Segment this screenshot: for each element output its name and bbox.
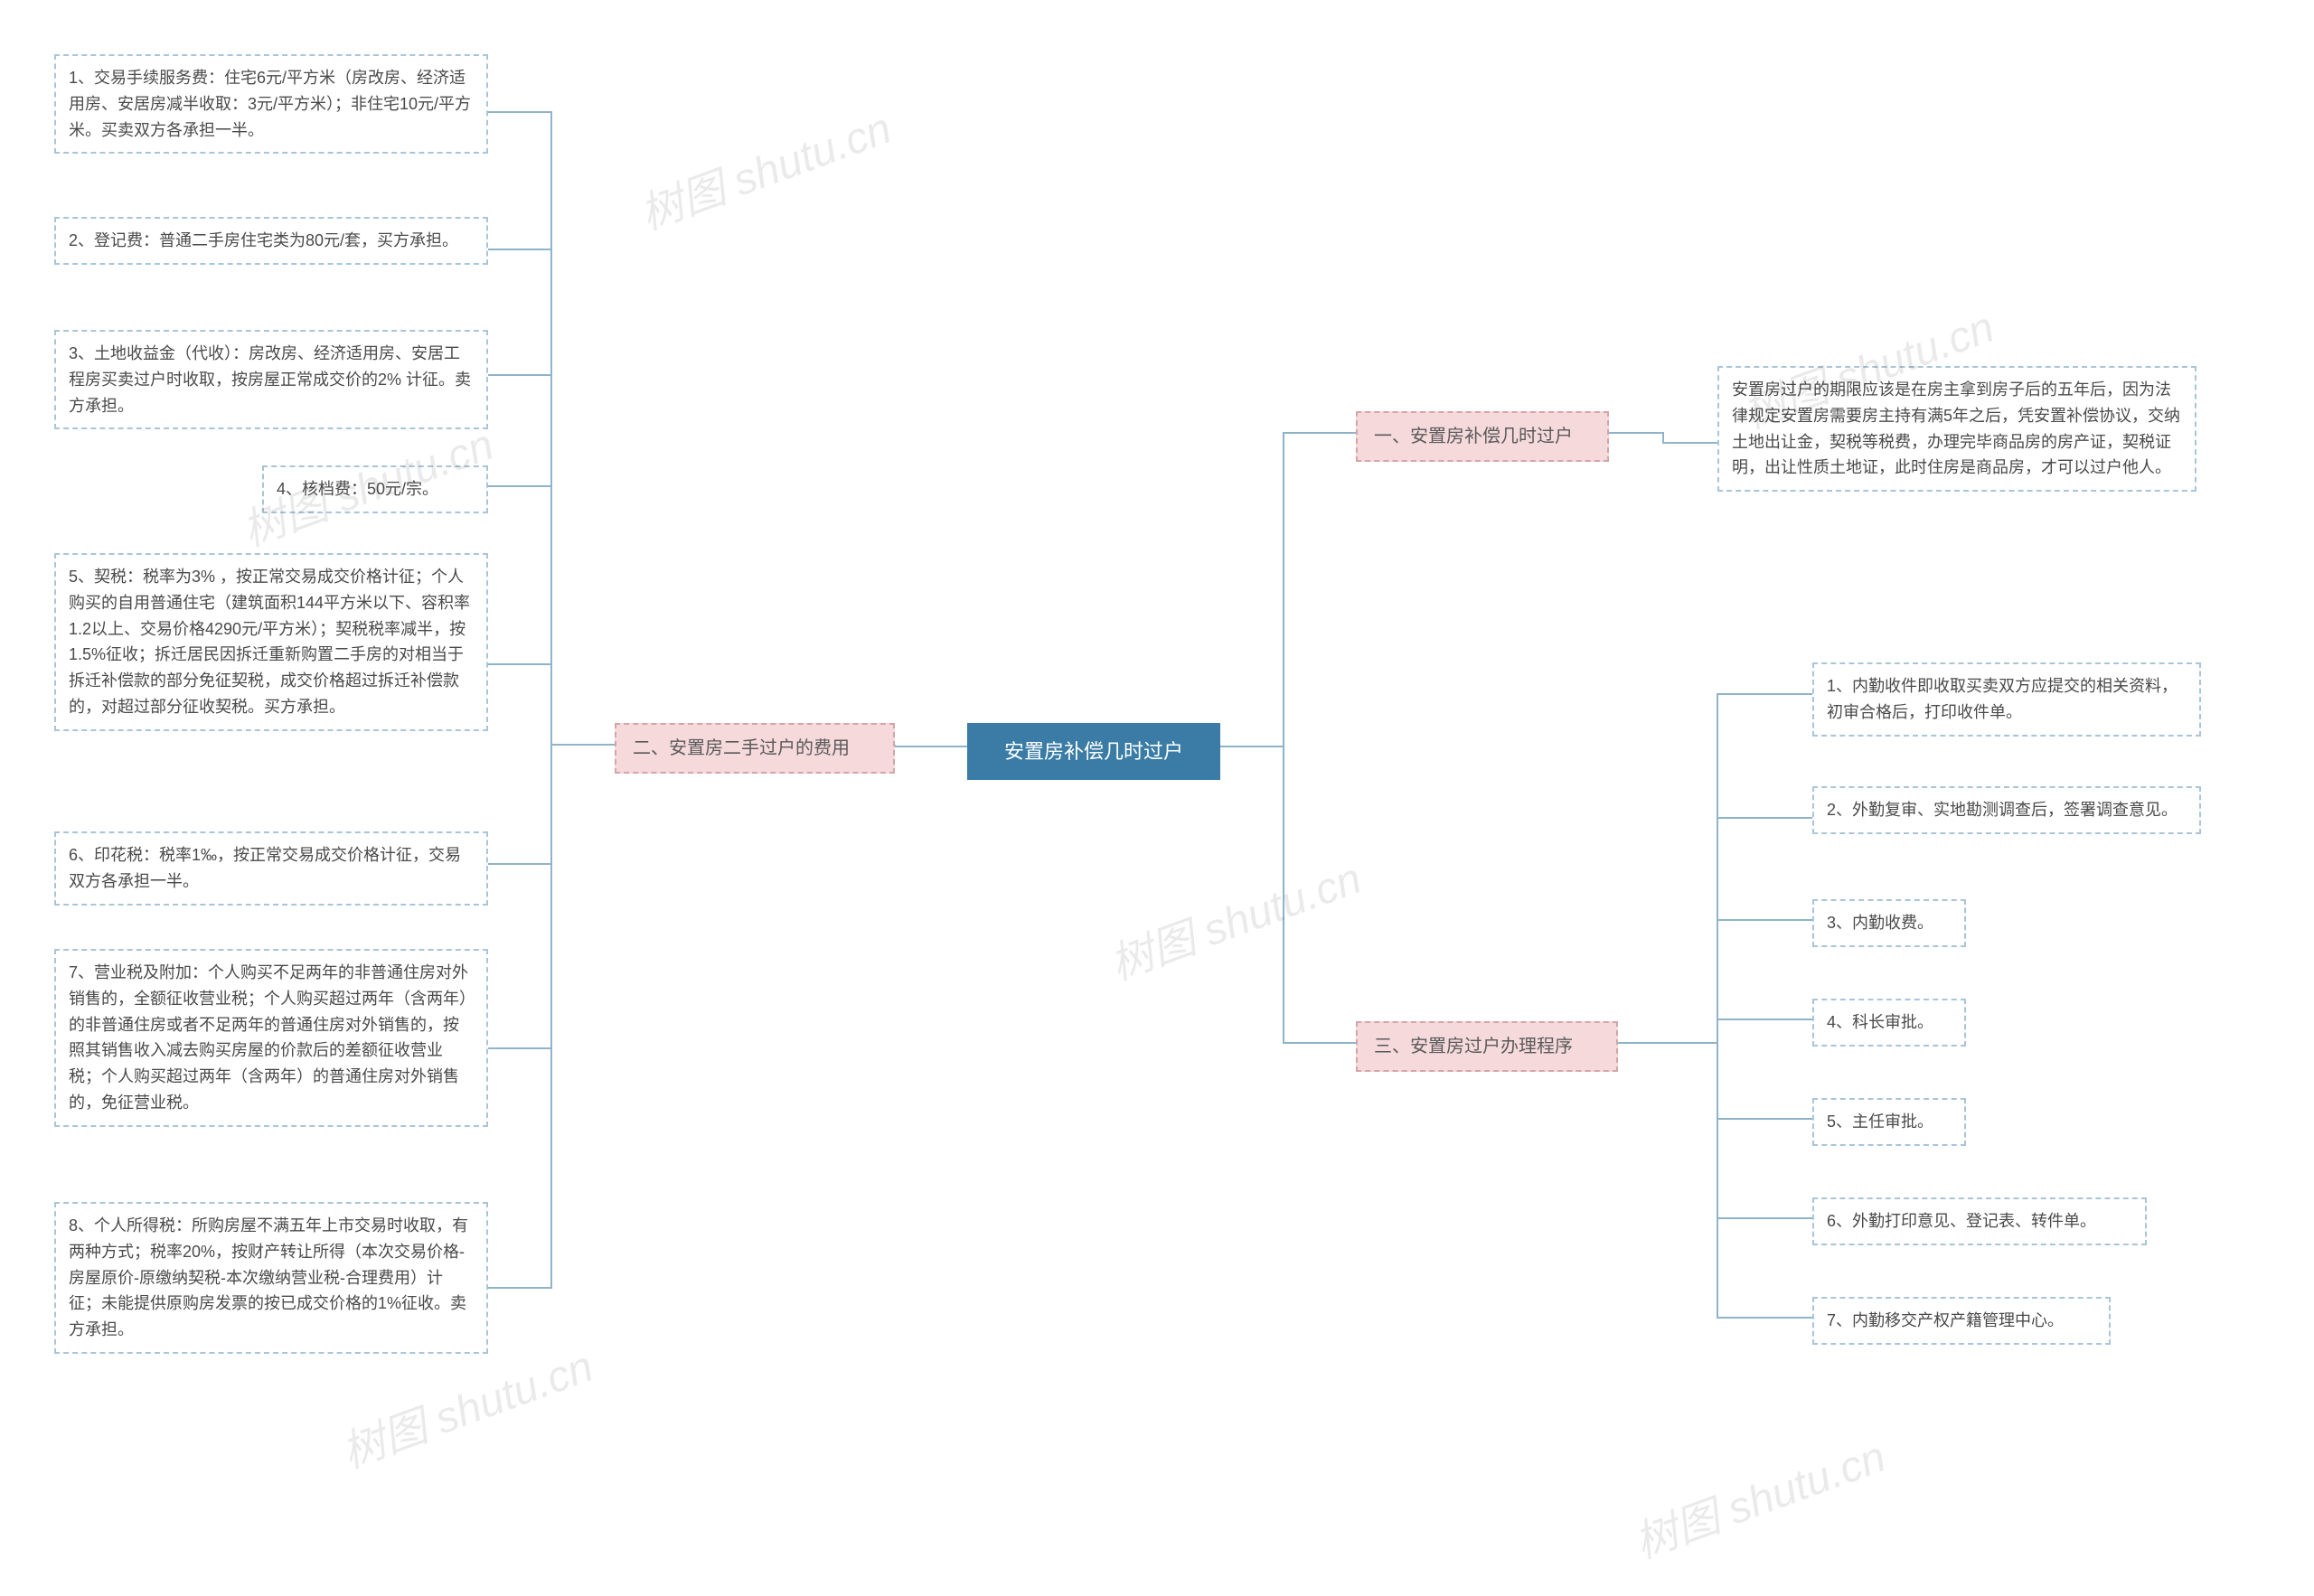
section-label: 三、安置房过户办理程序 xyxy=(1374,1037,1573,1056)
section-label: 一、安置房补偿几时过户 xyxy=(1374,427,1573,446)
leaf-node[interactable]: 7、内勤移交产权产籍管理中心。 xyxy=(1812,1297,2111,1345)
section-node-2[interactable]: 二、安置房二手过户的费用 xyxy=(615,723,895,774)
section-label: 二、安置房二手过户的费用 xyxy=(633,738,850,758)
section-node-1[interactable]: 一、安置房补偿几时过户 xyxy=(1356,411,1609,462)
leaf-text: 2、外勤复审、实地勘测调查后，签署调查意见。 xyxy=(1827,801,2178,819)
leaf-text: 8、个人所得税：所购房屋不满五年上市交易时收取，有两种方式；税率20%，按财产转… xyxy=(69,1216,468,1338)
root-label: 安置房补偿几时过户 xyxy=(1004,740,1183,763)
leaf-text: 安置房过户的期限应该是在房主拿到房子后的五年后，因为法律规定安置房需要房主持有满… xyxy=(1732,380,2180,476)
leaf-node[interactable]: 8、个人所得税：所购房屋不满五年上市交易时收取，有两种方式；税率20%，按财产转… xyxy=(54,1202,488,1354)
leaf-text: 7、内勤移交产权产籍管理中心。 xyxy=(1827,1311,2064,1329)
leaf-text: 7、营业税及附加：个人购买不足两年的非普通住房对外销售的，全额征收营业税；个人购… xyxy=(69,963,468,1112)
mindmap-root-node[interactable]: 安置房补偿几时过户 xyxy=(967,723,1220,780)
leaf-node[interactable]: 2、登记费：普通二手房住宅类为80元/套，买方承担。 xyxy=(54,217,488,265)
leaf-node[interactable]: 3、内勤收费。 xyxy=(1812,899,1966,947)
leaf-text: 4、核档费：50元/宗。 xyxy=(277,480,438,498)
leaf-text: 5、主任审批。 xyxy=(1827,1113,1933,1131)
leaf-node[interactable]: 4、核档费：50元/宗。 xyxy=(262,465,488,513)
leaf-node[interactable]: 5、契税：税率为3% ，按正常交易成交价格计征；个人购买的自用普通住宅（建筑面积… xyxy=(54,553,488,731)
leaf-node[interactable]: 安置房过户的期限应该是在房主拿到房子后的五年后，因为法律规定安置房需要房主持有满… xyxy=(1717,366,2196,492)
leaf-node[interactable]: 3、土地收益金（代收）：房改房、经济适用房、安居工程房买卖过户时收取，按房屋正常… xyxy=(54,330,488,429)
leaf-node[interactable]: 7、营业税及附加：个人购买不足两年的非普通住房对外销售的，全额征收营业税；个人购… xyxy=(54,949,488,1127)
leaf-text: 4、科长审批。 xyxy=(1827,1013,1933,1031)
leaf-node[interactable]: 6、印花税：税率1‰，按正常交易成交价格计征，交易双方各承担一半。 xyxy=(54,831,488,906)
leaf-text: 2、登记费：普通二手房住宅类为80元/套，买方承担。 xyxy=(69,231,458,249)
leaf-node[interactable]: 2、外勤复审、实地勘测调查后，签署调查意见。 xyxy=(1812,786,2201,834)
leaf-node[interactable]: 5、主任审批。 xyxy=(1812,1098,1966,1146)
leaf-text: 3、土地收益金（代收）：房改房、经济适用房、安居工程房买卖过户时收取，按房屋正常… xyxy=(69,344,471,415)
leaf-text: 3、内勤收费。 xyxy=(1827,914,1933,932)
leaf-text: 5、契税：税率为3% ，按正常交易成交价格计征；个人购买的自用普通住宅（建筑面积… xyxy=(69,568,470,716)
section-node-3[interactable]: 三、安置房过户办理程序 xyxy=(1356,1021,1618,1072)
leaf-node[interactable]: 1、内勤收件即收取买卖双方应提交的相关资料，初审合格后，打印收件单。 xyxy=(1812,662,2201,737)
leaf-text: 1、内勤收件即收取买卖双方应提交的相关资料，初审合格后，打印收件单。 xyxy=(1827,677,2178,721)
leaf-text: 6、印花税：税率1‰，按正常交易成交价格计征，交易双方各承担一半。 xyxy=(69,846,461,890)
leaf-node[interactable]: 6、外勤打印意见、登记表、转件单。 xyxy=(1812,1197,2147,1245)
leaf-text: 1、交易手续服务费：住宅6元/平方米（房改房、经济适用房、安居房减半收取：3元/… xyxy=(69,69,471,139)
leaf-node[interactable]: 4、科长审批。 xyxy=(1812,999,1966,1047)
leaf-node[interactable]: 1、交易手续服务费：住宅6元/平方米（房改房、经济适用房、安居房减半收取：3元/… xyxy=(54,54,488,154)
leaf-text: 6、外勤打印意见、登记表、转件单。 xyxy=(1827,1212,2096,1230)
